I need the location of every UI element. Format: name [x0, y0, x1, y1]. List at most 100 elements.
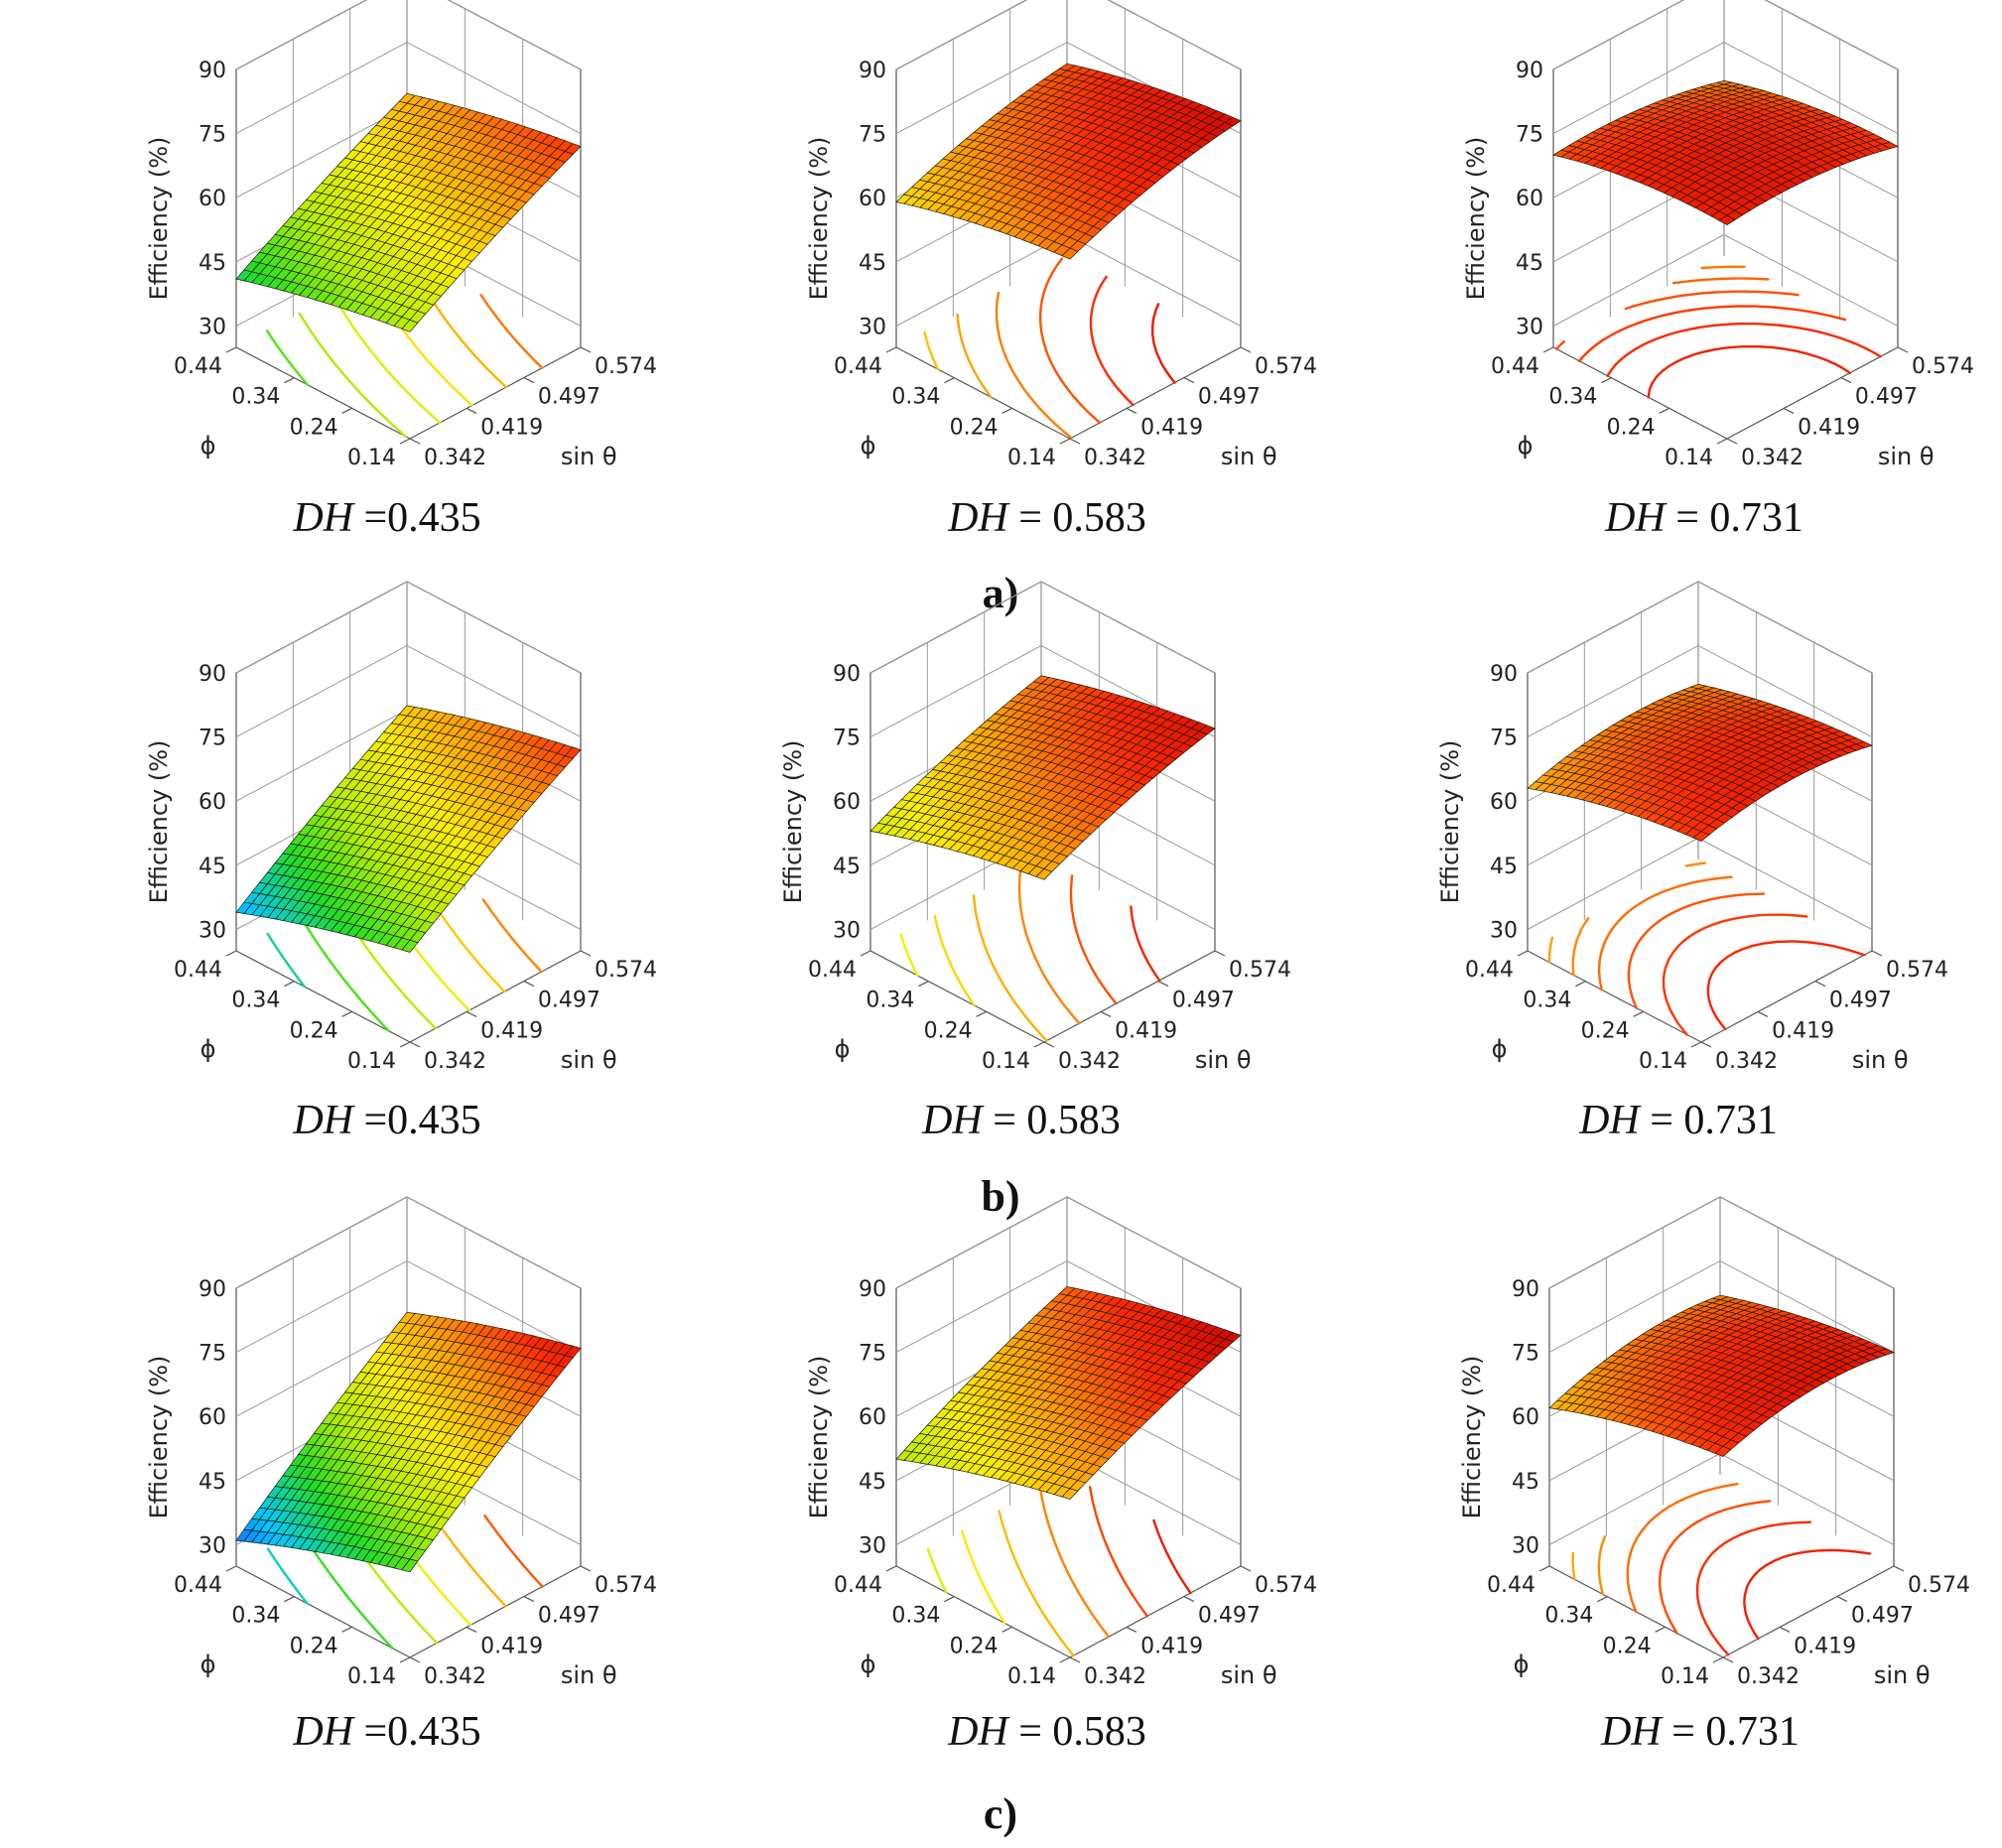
- grid-line: [1548, 1452, 1895, 1545]
- y-tick-label: 0.419: [1798, 415, 1860, 440]
- grid-line: [235, 1196, 582, 1289]
- y-tick-label: 0.342: [1084, 446, 1146, 470]
- x-axis-title: ϕ: [1492, 1035, 1508, 1063]
- x-tick-label: 0.24: [924, 1018, 973, 1043]
- y-tick-label: 0.342: [1715, 1049, 1778, 1074]
- y-tick: [1783, 407, 1795, 415]
- z-tick-label: 90: [199, 59, 226, 83]
- y-tick: [1240, 346, 1252, 353]
- y-tick-label: 0.497: [1851, 1604, 1914, 1629]
- x-tick-label: 0.14: [1007, 1664, 1056, 1689]
- y-tick-label: 0.497: [538, 1604, 601, 1629]
- y-tick: [1836, 1595, 1848, 1603]
- z-tick-label: 30: [833, 918, 861, 943]
- y-tick-label: 0.342: [1084, 1664, 1146, 1689]
- z-tick-label: 45: [1516, 251, 1543, 276]
- caption-variable: DH: [292, 1098, 355, 1143]
- grid-line: [235, 42, 582, 135]
- surface-cell: [1718, 214, 1736, 226]
- z-tick-label: 75: [199, 123, 226, 148]
- x-tick-label: 0.34: [231, 385, 280, 410]
- z-tick-label: 75: [1516, 123, 1543, 148]
- contour-line: [266, 932, 306, 989]
- y-axis-title: sin θ: [1195, 1046, 1252, 1074]
- contour-line: [1152, 1518, 1192, 1595]
- caption-value: = 0.583: [983, 1098, 1121, 1143]
- x-tick: [1538, 1565, 1550, 1572]
- z-tick-label: 45: [833, 855, 861, 879]
- x-axis-title: ϕ: [200, 1035, 216, 1063]
- caption-variable: DH: [292, 495, 355, 541]
- x-tick-label: 0.44: [174, 354, 222, 379]
- z-tick-label: 60: [199, 790, 226, 815]
- y-tick: [1779, 1626, 1791, 1634]
- grid-line: [1527, 581, 1873, 674]
- y-tick: [409, 1656, 421, 1663]
- row-label-b: b): [981, 1172, 1019, 1221]
- x-tick: [1001, 1626, 1012, 1633]
- contour-line: [1038, 1488, 1111, 1639]
- y-tick: [1814, 980, 1826, 988]
- x-tick: [1601, 377, 1612, 384]
- x-tick-label: 0.44: [834, 354, 882, 379]
- panel-caption: DH = 0.583: [947, 495, 1146, 541]
- x-tick-label: 0.34: [891, 1604, 940, 1629]
- y-axis-title: sin θ: [1852, 1046, 1909, 1074]
- y-tick-label: 0.574: [595, 354, 657, 379]
- contour-line: [1038, 257, 1102, 425]
- x-tick: [885, 1565, 897, 1572]
- surface-mesh: [895, 1286, 1242, 1500]
- z-tick-label: 45: [1490, 855, 1518, 879]
- z-axis-title: Efficiency (%): [779, 740, 807, 904]
- x-tick-label: 0.14: [1661, 1664, 1709, 1689]
- panel-caption: DH = 0.583: [921, 1098, 1121, 1143]
- y-tick-label: 0.497: [538, 989, 601, 1013]
- contour-line: [1088, 1485, 1148, 1618]
- y-tick: [1726, 438, 1738, 445]
- x-tick: [341, 407, 352, 414]
- grid-line: [235, 645, 582, 738]
- y-tick: [523, 1595, 535, 1603]
- z-tick-label: 90: [859, 59, 886, 83]
- contour-line: [933, 915, 976, 1007]
- surface-mesh: [235, 92, 582, 332]
- x-tick-label: 0.34: [1523, 989, 1571, 1013]
- y-tick-label: 0.497: [538, 385, 601, 410]
- contour-group: [899, 869, 1161, 1042]
- grid-line: [1552, 0, 1899, 70]
- z-tick-label: 30: [859, 315, 886, 339]
- x-tick-label: 0.34: [1544, 1604, 1593, 1629]
- x-tick-label: 0.44: [834, 1573, 882, 1598]
- contour-line: [299, 915, 390, 1032]
- z-tick-label: 60: [1516, 187, 1543, 211]
- y-tick: [1214, 950, 1226, 957]
- y-tick: [409, 1041, 421, 1048]
- x-tick: [1690, 1041, 1702, 1048]
- contour-group: [1571, 1483, 1872, 1656]
- surface-mesh: [235, 705, 582, 953]
- contour-line: [298, 312, 408, 439]
- contour-line: [1647, 344, 1851, 399]
- box-frame: [895, 0, 1242, 347]
- y-tick: [1840, 376, 1852, 384]
- x-tick-label: 0.34: [866, 989, 914, 1013]
- x-tick-label: 0.24: [950, 1634, 999, 1658]
- caption-value: = 0.583: [1008, 495, 1146, 541]
- y-tick: [580, 346, 592, 353]
- x-tick-label: 0.24: [1607, 415, 1656, 440]
- x-axis-title: ϕ: [861, 1650, 876, 1678]
- y-tick-label: 0.497: [1829, 989, 1892, 1013]
- panel-caption: DH = 0.731: [1578, 1098, 1778, 1143]
- z-tick-label: 30: [199, 315, 226, 339]
- y-tick: [1897, 346, 1909, 353]
- x-tick-label: 0.14: [347, 446, 396, 470]
- y-tick: [1871, 950, 1883, 957]
- z-tick-label: 60: [859, 187, 886, 211]
- x-tick-label: 0.24: [290, 1018, 338, 1043]
- x-tick: [1033, 1041, 1045, 1048]
- x-tick: [1633, 1010, 1644, 1017]
- z-tick-label: 75: [859, 123, 886, 148]
